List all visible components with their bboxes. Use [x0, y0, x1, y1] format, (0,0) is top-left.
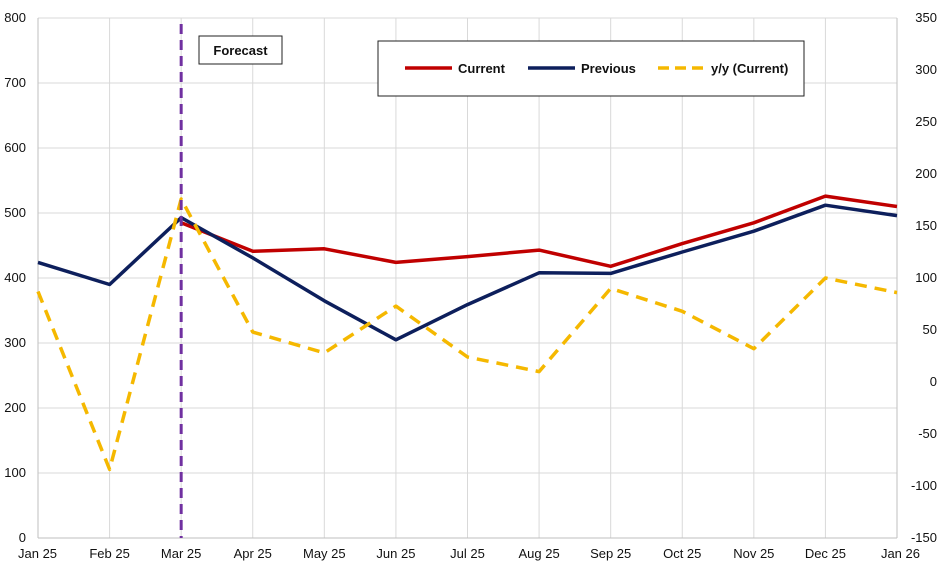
data-point-previous — [324, 300, 325, 301]
data-point-previous — [610, 273, 611, 274]
y-tick-label: 200 — [4, 400, 26, 415]
y-tick-label: 800 — [4, 10, 26, 25]
legend-label-current: Current — [458, 61, 506, 76]
data-point-previous — [38, 262, 39, 263]
legend-label-previous: Previous — [581, 61, 636, 76]
y-tick-label: 300 — [4, 335, 26, 350]
data-point-previous — [252, 257, 253, 258]
data-point-current — [753, 222, 754, 223]
data-point-y-y-current — [825, 278, 826, 279]
x-tick-label: Jan 26 — [881, 546, 920, 561]
data-point-y-y-current — [682, 311, 683, 312]
data-point-previous — [897, 215, 898, 216]
data-point-previous — [753, 231, 754, 232]
y-tick-label: 100 — [4, 465, 26, 480]
data-point-current — [610, 266, 611, 267]
y-tick-label: 600 — [4, 140, 26, 155]
data-point-current — [682, 243, 683, 244]
series-line-y-y-current — [36, 197, 898, 472]
series-current — [180, 194, 898, 269]
data-point-y-y-current — [467, 357, 468, 358]
data-point-current — [395, 262, 396, 263]
data-point-current — [897, 206, 898, 207]
data-point-y-y-current — [181, 198, 182, 199]
axes: 0 100 200 300 400 500 600 700 800 -150 -100 -50 0 50 1… — [4, 10, 937, 561]
data-point-y-y-current — [753, 348, 754, 349]
data-point-previous — [395, 339, 396, 340]
x-tick-label: Jun 25 — [376, 546, 415, 561]
annotations: Forecast — [179, 24, 283, 538]
data-point-previous — [539, 272, 540, 273]
data-point-y-y-current — [252, 332, 253, 333]
y2-tick-label: 350 — [915, 10, 937, 25]
series-y-y-current — [36, 197, 898, 472]
data-point-y-y-current — [109, 469, 110, 470]
x-tick-label: Mar 25 — [161, 546, 201, 561]
x-tick-label: May 25 — [303, 546, 346, 561]
x-tick-label: Feb 25 — [89, 546, 129, 561]
data-point-current — [539, 250, 540, 251]
y-tick-label: 500 — [4, 205, 26, 220]
data-point-current — [467, 256, 468, 257]
x-tick-label: Jul 25 — [450, 546, 485, 561]
x-tick-label: Aug 25 — [518, 546, 559, 561]
x-tick-label: Apr 25 — [234, 546, 272, 561]
y2-tick-label: 150 — [915, 218, 937, 233]
y-tick-label: 0 — [19, 530, 26, 545]
forecast-label: Forecast — [213, 43, 268, 58]
data-point-y-y-current — [897, 292, 898, 293]
y-tick-label: 700 — [4, 75, 26, 90]
legend: Current Previous y/y (Current) — [377, 40, 805, 97]
y2-tick-label: 50 — [923, 322, 937, 337]
x-tick-label: Sep 25 — [590, 546, 631, 561]
y-tick-label: 400 — [4, 270, 26, 285]
y2-tick-label: 100 — [915, 270, 937, 285]
data-point-y-y-current — [395, 306, 396, 307]
data-point-current — [825, 196, 826, 197]
y2-tick-label: 250 — [915, 114, 937, 129]
data-point-y-y-current — [324, 352, 325, 353]
x-tick-label: Jan 25 — [18, 546, 57, 561]
legend-label-y-y-current: y/y (Current) — [711, 61, 788, 76]
data-point-previous — [467, 304, 468, 305]
grid — [38, 17, 897, 538]
y2-tick-label: 200 — [915, 166, 937, 181]
data-point-y-y-current — [539, 371, 540, 372]
y2-tick-label: 0 — [930, 374, 937, 389]
x-tick-label: Oct 25 — [663, 546, 701, 561]
x-tick-label: Nov 25 — [733, 546, 774, 561]
data-point-previous — [109, 284, 110, 285]
y2-tick-label: 300 — [915, 62, 937, 77]
x-tick-label: Dec 25 — [805, 546, 846, 561]
data-point-y-y-current — [610, 288, 611, 289]
forecast-label-box — [198, 35, 283, 65]
data-point-current — [324, 248, 325, 249]
series-line-current — [180, 194, 898, 269]
data-point-previous — [825, 205, 826, 206]
y2-tick-label: -150 — [911, 530, 937, 545]
data-point-previous — [682, 252, 683, 253]
data-point-y-y-current — [38, 291, 39, 292]
y2-tick-label: -100 — [911, 478, 937, 493]
data-point-current — [252, 251, 253, 252]
y2-tick-label: -50 — [918, 426, 937, 441]
